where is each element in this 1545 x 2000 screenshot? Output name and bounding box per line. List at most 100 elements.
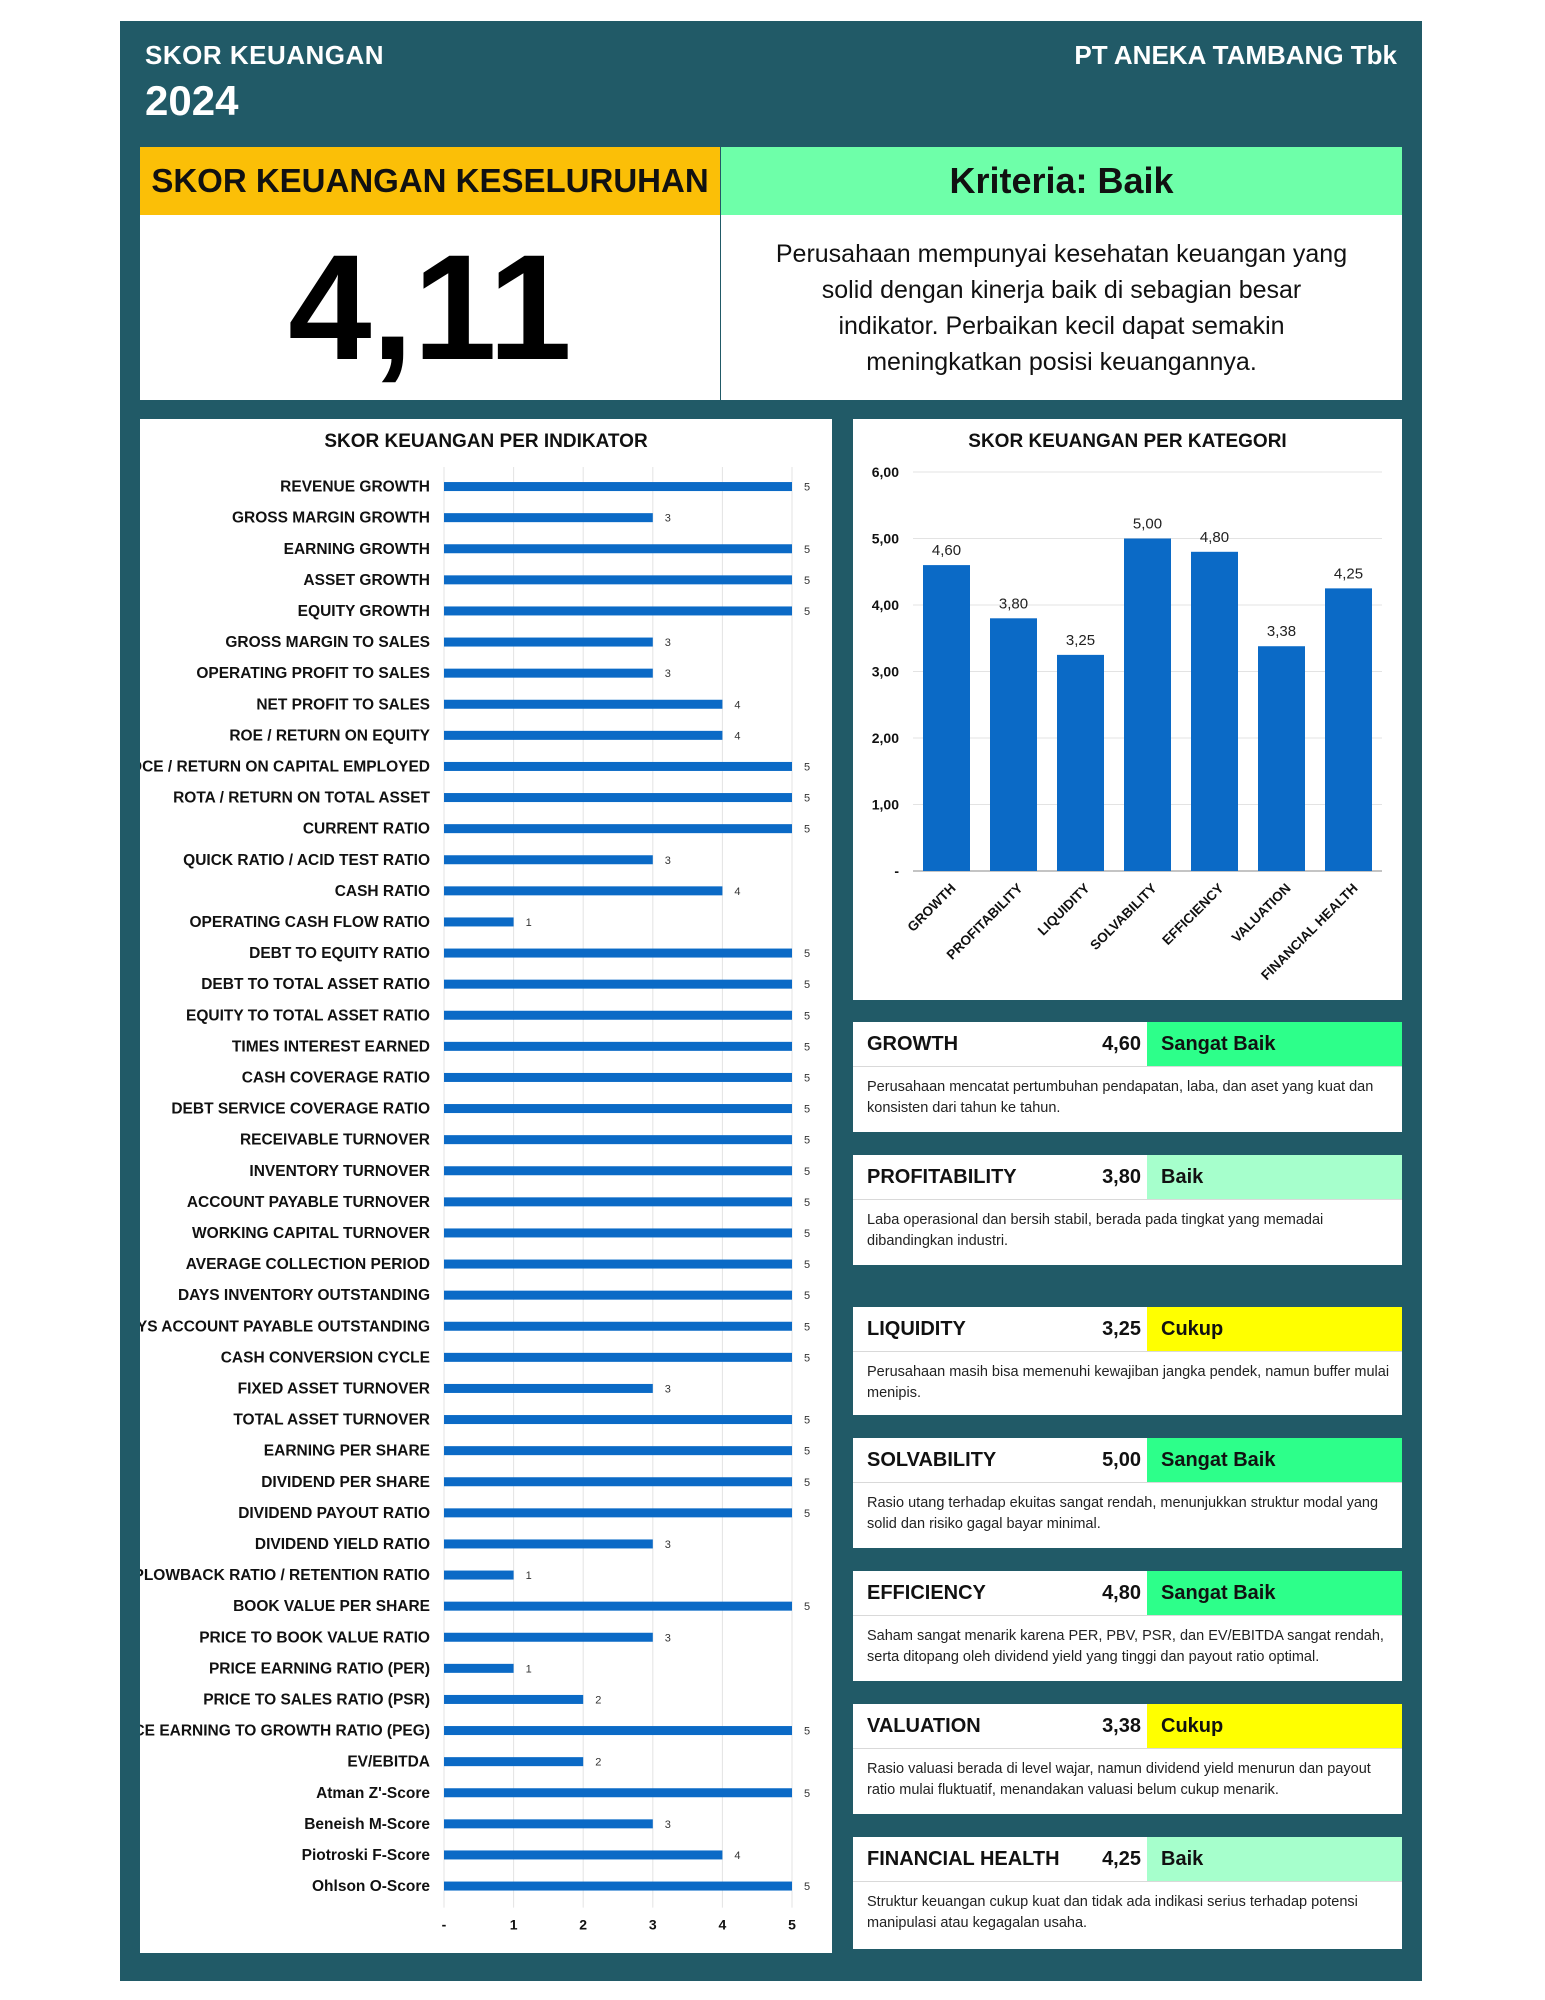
category-card-divider — [853, 1066, 1402, 1067]
indicator-bar — [444, 1259, 792, 1269]
category-bar — [990, 618, 1037, 871]
category-card-score: 4,80 — [1102, 1582, 1141, 1604]
indicator-bar — [444, 1726, 792, 1736]
category-bar — [1057, 654, 1104, 871]
indicator-value-label: 5 — [804, 1477, 810, 1489]
indicator-bar — [444, 1010, 792, 1020]
indicator-label: DEBT TO TOTAL ASSET RATIO — [201, 976, 430, 993]
indicator-value-label: 3 — [665, 1383, 671, 1395]
indicator-bar — [444, 1383, 653, 1393]
indicator-label: CASH CONVERSION CYCLE — [221, 1349, 430, 1366]
indicator-bar — [444, 1415, 792, 1425]
indicator-value-label: 5 — [804, 1166, 810, 1178]
indicator-label: CASH RATIO — [335, 883, 430, 900]
report-title: SKOR KEUANGAN — [145, 40, 385, 70]
indicator-bar — [444, 1290, 792, 1300]
indicator-value-label: 5 — [804, 1010, 810, 1022]
indicator-label: REVENUE GROWTH — [280, 479, 430, 496]
category-card-divider — [853, 1615, 1402, 1616]
category-card-criteria-badge: Baik — [1147, 1155, 1402, 1199]
category-chart: -1,002,003,004,005,006,004,60GROWTH3,80P… — [872, 464, 1382, 983]
indicator-label: CASH COVERAGE RATIO — [242, 1069, 430, 1086]
indicator-label: AVERAGE COLLECTION PERIOD — [186, 1256, 430, 1273]
indicator-label: PRICE TO BOOK VALUE RATIO — [199, 1629, 430, 1646]
indicator-chart-panel: SKOR KEUANGAN PER INDIKATOR - 1 2 3 4 5 REVENU… — [140, 419, 832, 1953]
category-xtick-label: EFFICIENCY — [1159, 881, 1226, 948]
company-name: PT ANEKA TAMBANG Tbk — [1074, 40, 1397, 70]
indicator-label: DEBT TO EQUITY RATIO — [249, 945, 430, 962]
indicator-bar — [444, 793, 792, 803]
indicator-value-label: 3 — [665, 637, 671, 649]
indicator-label: INVENTORY TURNOVER — [249, 1163, 430, 1180]
category-ytick-label: 5,00 — [872, 531, 899, 547]
indicator-label: EQUITY TO TOTAL ASSET RATIO — [186, 1007, 430, 1024]
category-card-score: 3,38 — [1102, 1715, 1141, 1737]
category-card-criteria-badge: Cukup — [1147, 1307, 1402, 1351]
indicator-value-label: 5 — [804, 1726, 810, 1738]
indicator-label: Beneish M-Score — [304, 1816, 430, 1833]
category-value-label: 3,25 — [1066, 632, 1095, 649]
category-card-name: VALUATION — [867, 1715, 981, 1737]
indicator-bar — [444, 979, 792, 989]
indicator-bar — [444, 1601, 792, 1611]
indicator-bar — [444, 637, 653, 647]
indicator-bar — [444, 886, 723, 896]
indicator-bar — [444, 1477, 792, 1487]
category-ytick-label: 2,00 — [872, 730, 899, 746]
indicator-label: ROTA / RETURN ON TOTAL ASSET — [173, 790, 430, 807]
indicator-value-label: 5 — [804, 575, 810, 587]
category-card-criteria-badge: Baik — [1147, 1837, 1402, 1881]
indicator-label: PRICE EARNING TO GROWTH RATIO (PEG) — [140, 1723, 430, 1740]
indicator-value-label: 5 — [804, 1601, 810, 1613]
indicator-label: GROSS MARGIN GROWTH — [232, 510, 430, 527]
indicator-bar — [444, 1166, 792, 1176]
indicator-label: ACCOUNT PAYABLE TURNOVER — [187, 1194, 430, 1211]
indicator-label: EARNING GROWTH — [284, 541, 430, 558]
indicator-value-label: 5 — [804, 606, 810, 618]
category-card-score: 5,00 — [1102, 1449, 1141, 1471]
category-card-criteria-badge: Sangat Baik — [1147, 1571, 1402, 1615]
indicator-value-label: 5 — [804, 1415, 810, 1427]
report-year: 2024 — [145, 77, 239, 124]
category-bar — [923, 565, 970, 871]
indicator-bar — [444, 1228, 792, 1238]
indicator-label: FIXED ASSET TURNOVER — [238, 1380, 430, 1397]
category-xtick-label: GROWTH — [905, 881, 959, 935]
category-card-criteria-badge: Sangat Baik — [1147, 1022, 1402, 1066]
indicator-value-label: 5 — [804, 1259, 810, 1271]
category-bar — [1124, 538, 1171, 871]
indicator-value-label: 5 — [804, 1446, 810, 1458]
category-card-efficiency: EFFICIENCY 4,80 Sangat Baik Saham sangat me… — [853, 1571, 1402, 1681]
category-card-growth: GROWTH 4,60 Sangat Baik Perusahaan mencatat… — [853, 1022, 1402, 1132]
indicator-label: ROCE / RETURN ON CAPITAL EMPLOYED — [140, 758, 430, 775]
indicator-bar — [444, 668, 653, 678]
category-card-solvability: SOLVABILITY 5,00 Sangat Baik Rasio utang te… — [853, 1438, 1402, 1548]
indicator-label: PLOWBACK RATIO / RETENTION RATIO — [140, 1567, 430, 1584]
indicator-label: NET PROFIT TO SALES — [256, 696, 430, 713]
indicator-value-label: 5 — [804, 793, 810, 805]
overall-score-value: 4,11 — [140, 215, 720, 400]
indicator-label: PRICE EARNING RATIO (PER) — [209, 1660, 430, 1677]
indicator-label: EQUITY GROWTH — [298, 603, 430, 620]
category-card-divider — [853, 1351, 1402, 1352]
indicator-label: DIVIDEND PER SHARE — [261, 1474, 430, 1491]
indicator-bar — [444, 917, 514, 927]
indicator-value-label: 5 — [804, 979, 810, 991]
indicator-value-label: 3 — [665, 855, 671, 867]
category-card-divider — [853, 1482, 1402, 1483]
category-card-name: GROWTH — [867, 1033, 959, 1055]
indicator-bar — [444, 1850, 723, 1860]
indicator-value-label: 5 — [804, 824, 810, 836]
category-card-description: Perusahaan masih bisa memenuhi kewajiban… — [867, 1364, 1390, 1401]
indicator-bar — [444, 1663, 514, 1673]
indicator-value-label: 5 — [804, 1881, 810, 1893]
indicator-value-label: 5 — [804, 1072, 810, 1084]
category-card-name: PROFITABILITY — [867, 1166, 1017, 1188]
category-card-score: 3,25 — [1102, 1318, 1141, 1340]
overall-description: Perusahaan mempunyai kesehatan keuangan … — [721, 215, 1402, 400]
indicator-value-label: 4 — [734, 1850, 740, 1862]
indicator-bar — [444, 1446, 792, 1456]
indicator-value-label: 5 — [804, 1197, 810, 1209]
indicator-bar — [444, 1757, 584, 1767]
indicator-xtick-label: 4 — [719, 1917, 727, 1933]
